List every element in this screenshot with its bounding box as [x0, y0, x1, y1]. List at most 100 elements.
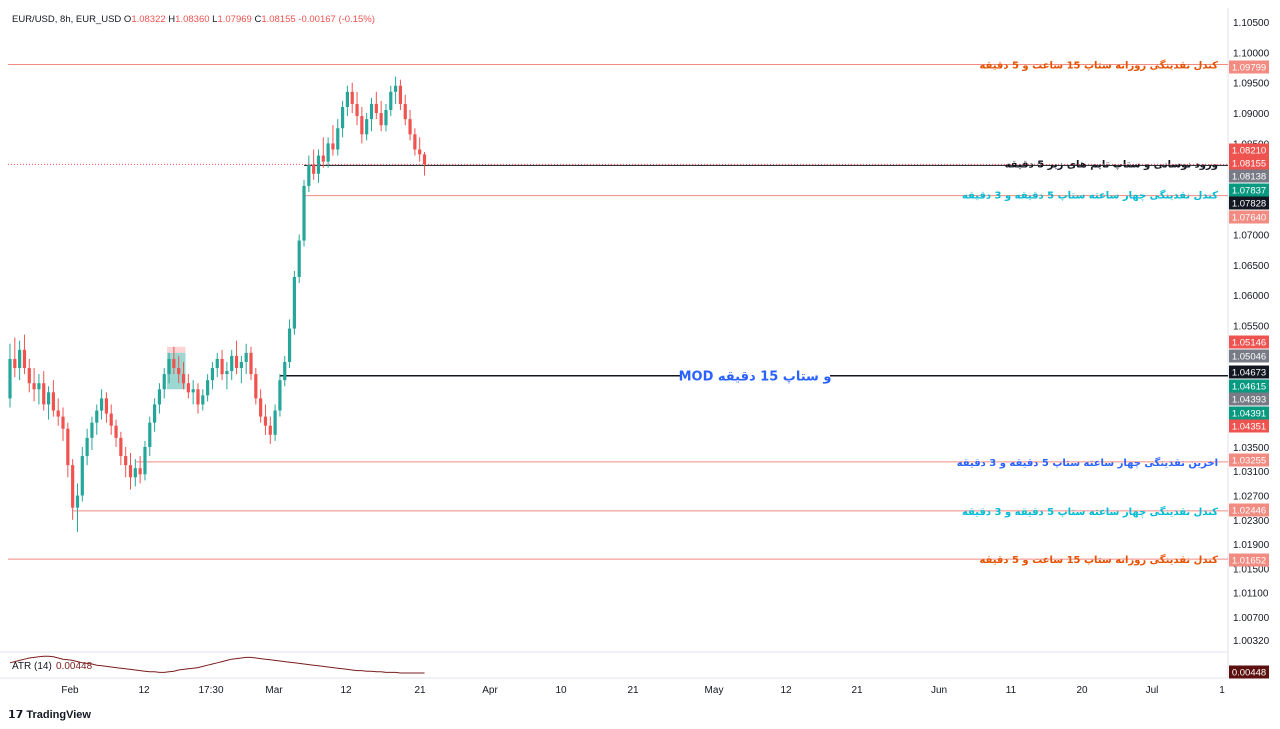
price-label-box [1229, 406, 1269, 420]
level-label: کندل نقدینگی چهار ساعته ستاپ 5 دقیقه و 3… [962, 189, 1218, 202]
ohlc-key: L [212, 14, 217, 25]
time-tick-label: 11 [1006, 685, 1017, 696]
time-axis[interactable]: Feb 12 17:30 Mar 12 21 Apr 10 21 May 12 21 Jun 11 20 Ju… [61, 685, 1225, 696]
price-label-box [1229, 365, 1269, 379]
price-tick-label: 1.02700 [1233, 492, 1270, 503]
candlestick-series [8, 76, 427, 532]
price-label-box [1229, 60, 1269, 74]
candle-body [46, 392, 51, 405]
candle-body [32, 383, 36, 390]
price-axis[interactable]: 1.105001.100001.095001.090001.085001.070… [1233, 18, 1270, 647]
candle-body [302, 185, 306, 241]
candle-body [312, 164, 316, 174]
candle-body [345, 91, 349, 107]
candle-body [99, 398, 104, 411]
price-tick-label: 1.10000 [1233, 48, 1270, 59]
candle-body [210, 368, 215, 381]
price-tick-label: 1.05500 [1233, 322, 1270, 333]
time-tick-label: 12 [780, 685, 792, 696]
candle-body [292, 276, 296, 329]
candle-body [75, 495, 80, 508]
price-label-box [1229, 183, 1269, 197]
price-label-text: 1.02446 [1232, 506, 1266, 517]
horizontal-levels: کندل نقدینگی روزانه ستاپ 15 ساعت و 5 دقی… [8, 59, 1228, 566]
atr-line [9, 655, 425, 674]
price-label-text: 1.04351 [1232, 422, 1266, 433]
time-tick-label: 10 [555, 685, 567, 696]
zone-reward [167, 352, 186, 390]
candle-body [355, 103, 359, 117]
candle-body [114, 425, 118, 438]
candle-body [215, 358, 219, 369]
candle-body [162, 374, 166, 390]
candle-body [56, 410, 60, 417]
candle-body [384, 110, 388, 126]
candle-body [206, 380, 210, 396]
candle-body [408, 119, 412, 135]
price-label-box [1229, 210, 1269, 224]
candle-body [394, 85, 398, 92]
price-label-text: 1.07640 [1232, 213, 1266, 224]
candle-body [350, 91, 354, 104]
candle-body [230, 355, 234, 372]
candle-body [268, 425, 272, 435]
candle-body [124, 456, 128, 466]
atr-price-text: 0.00448 [1232, 668, 1266, 679]
candle-body [196, 389, 200, 405]
candle-body [340, 106, 345, 129]
price-tick-label: 1.07000 [1233, 230, 1270, 241]
candle-body [244, 352, 248, 362]
price-label-text: 1.04393 [1232, 395, 1266, 406]
candle-body [273, 410, 277, 435]
symbol-name: EUR/USD, 8h, EUR_USD [12, 14, 124, 25]
candle-body [27, 368, 31, 384]
highlight-zone [167, 346, 186, 390]
price-label-text: 1.05146 [1232, 338, 1266, 349]
ohlc-key: C [254, 14, 261, 25]
price-label-text: 1.08210 [1232, 146, 1266, 157]
candle-body [287, 328, 292, 362]
time-tick-label: 17:30 [198, 685, 223, 696]
candle-body [191, 389, 195, 393]
price-tick-label: 1.00320 [1233, 636, 1270, 647]
price-tick-label: 1.00700 [1233, 613, 1270, 624]
tradingview-logo-mark: 𝟭𝟳 [8, 709, 24, 721]
candle-body [18, 349, 22, 369]
candle-body [249, 352, 253, 375]
candle-body [186, 383, 190, 393]
candle-body [90, 422, 94, 438]
candle-body [37, 383, 41, 390]
candle-body [239, 361, 243, 369]
price-label-box [1229, 503, 1269, 517]
time-tick-label: 12 [138, 685, 150, 696]
time-tick-label: Jun [931, 685, 947, 696]
price-label-text: 1.08138 [1232, 172, 1266, 183]
price-tick-label: 1.03100 [1233, 467, 1270, 478]
candle-body [71, 465, 75, 508]
candle-body [422, 154, 427, 165]
price-label-text: 1.07837 [1232, 186, 1266, 197]
ohlc-value: -0.00167 (-0.15%) [298, 14, 375, 25]
candle-body [418, 149, 422, 155]
price-label-text: 1.05046 [1232, 352, 1266, 363]
price-label-box [1229, 156, 1269, 170]
level-label: ورود نوسانی و ستاپ تایم های زیر 5 دقیقه [1005, 159, 1218, 170]
candle-body [157, 389, 162, 405]
candle-body [225, 371, 229, 375]
candle-body [379, 113, 383, 126]
price-label-text: 1.01652 [1232, 556, 1266, 567]
candle-body [181, 374, 186, 384]
price-tick-label: 1.02300 [1233, 516, 1270, 527]
tradingview-logo[interactable]: 𝟭𝟳 TradingView [8, 708, 91, 721]
candle-body [283, 361, 287, 381]
time-tick-label: 1 [1219, 685, 1225, 696]
candle-body [177, 368, 181, 375]
candle-body [413, 134, 417, 150]
atr-price-box [1229, 665, 1269, 679]
price-tick-label: 1.10500 [1233, 18, 1270, 29]
candle-body [22, 349, 27, 369]
price-axis-labels: 1.09799 1.08210 1.08155 1.08138 1.07837 1.078… [1229, 60, 1269, 567]
price-tick-label: 1.01900 [1233, 540, 1270, 551]
price-label-box [1229, 419, 1269, 433]
